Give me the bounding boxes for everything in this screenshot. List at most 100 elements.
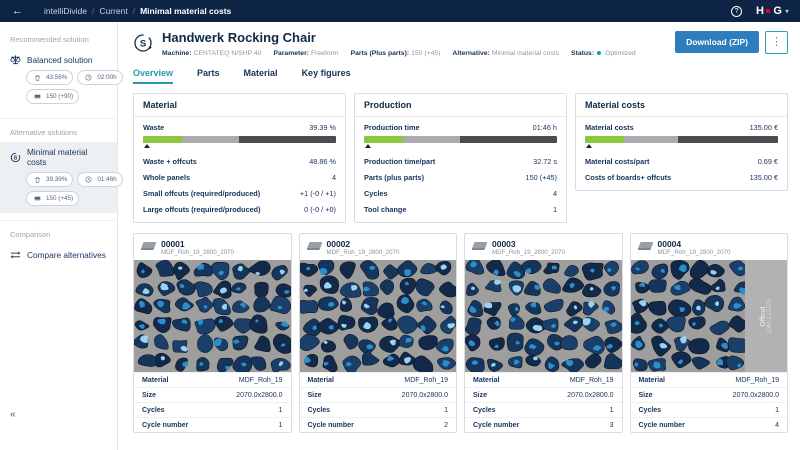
sidebar-collapse-button[interactable]: « <box>10 409 16 420</box>
board-info-table: MaterialMDF_Roh_19Size2070.0x2800.0Cycle… <box>465 372 622 432</box>
kpi-bar-marker-icon <box>586 144 592 148</box>
board-card-titles: 00004MDF_Roh_19_2800_2070 <box>658 239 731 256</box>
table-row: MaterialMDF_Roh_19 <box>465 372 622 387</box>
tab-key-figures[interactable]: Key figures <box>302 68 351 84</box>
kebab-menu-icon[interactable]: ⋮ <box>765 31 788 54</box>
meta-label: Parameter: <box>273 50 309 57</box>
tab-overview[interactable]: Overview <box>133 68 173 84</box>
summary-cards: MaterialWaste39.39 %Waste + offcuts48.86… <box>133 93 788 223</box>
summary-card-production: ProductionProduction time01:46 hProducti… <box>354 93 567 223</box>
board-card-00002[interactable]: 00002MDF_Roh_19_2800_2070 MaterialMDF_Roh… <box>299 233 458 433</box>
homag-logo[interactable]: HG ▾ <box>756 5 788 17</box>
sidebar-item-label: Minimal material costs <box>27 147 107 167</box>
summary-row: Tool change1 <box>364 201 557 217</box>
top-bar: ← intelliDivide/Current/Minimal material… <box>0 0 800 22</box>
kpi-chip-value: 150 (+45) <box>46 195 73 202</box>
sidebar-item-compare-alternatives[interactable]: Compare alternatives <box>0 244 117 267</box>
summary-row-label: Material costs/part <box>585 157 649 166</box>
kpi-chip: 01:46h <box>77 172 122 187</box>
board-info-table: MaterialMDF_Roh_19Size2070.0x2800.0Cycle… <box>134 372 291 432</box>
board-cards: 00001MDF_Roh_19_2800_2070MaterialMDF_Roh… <box>133 233 788 433</box>
board-info-table: MaterialMDF_Roh_19Size2070.0x2800.0Cycle… <box>300 372 457 432</box>
nesting-preview <box>300 260 457 372</box>
kpi-bar <box>364 136 557 147</box>
summary-row-label: Costs of boards+ offcuts <box>585 173 671 182</box>
breadcrumb-item[interactable]: Minimal material costs <box>140 6 231 16</box>
chip-row: 43.56%02:00h <box>26 70 107 85</box>
board-card-00004[interactable]: 00004MDF_Roh_19_2800_2070 Offcut1060.1x20… <box>630 233 789 433</box>
board-card-00001[interactable]: 00001MDF_Roh_19_2800_2070MaterialMDF_Roh… <box>133 233 292 433</box>
job-header: S Handwerk Rocking Chair Machine:CENTATE… <box>133 31 788 57</box>
board-card-header: 00004MDF_Roh_19_2800_2070 <box>631 234 788 260</box>
sidebar-item-balanced-solution[interactable]: Balanced solution43.56%02:00h150 (+90) <box>0 49 117 111</box>
summary-row-value: 135.00 € <box>750 173 778 182</box>
panel-icon <box>141 242 157 250</box>
summary-row-value: 135.00 € <box>750 123 778 132</box>
main-content: S Handwerk Rocking Chair Machine:CENTATE… <box>118 22 800 450</box>
summary-row-value: 4 <box>332 173 336 182</box>
summary-row-label: Production time <box>364 123 420 132</box>
help-icon[interactable]: ? <box>731 6 742 17</box>
summary-row-value: 48.86 % <box>309 157 336 166</box>
summary-card-title: Material costs <box>576 94 787 117</box>
balance-icon <box>10 54 21 65</box>
table-row: MaterialMDF_Roh_19 <box>134 372 291 387</box>
summary-row: Cycles 4 <box>364 185 557 201</box>
sidebar-section-title: Recommended solution <box>0 31 117 49</box>
board-card-00003[interactable]: 00003MDF_Roh_19_2800_2070MaterialMDF_Roh… <box>464 233 623 433</box>
panel-icon <box>32 193 43 204</box>
table-row-value: 1 <box>610 407 614 414</box>
tab-material[interactable]: Material <box>244 68 278 84</box>
tab-parts[interactable]: Parts <box>197 68 220 84</box>
board-info-table: MaterialMDF_Roh_19Size2070.0x2800.0Cycle… <box>631 372 788 432</box>
summary-row-value: 32.72 s <box>533 157 557 166</box>
table-row-label: Cycle number <box>639 422 685 429</box>
solution-kpi-chips: 43.56%02:00h150 (+90) <box>26 70 107 104</box>
table-row: Cycle number1 <box>134 417 291 432</box>
offcut-text: Offcut1060.1x2070 <box>759 299 772 334</box>
table-row-value: 1 <box>775 407 779 414</box>
page-title: Handwerk Rocking Chair <box>162 31 636 46</box>
back-icon[interactable]: ← <box>12 5 26 17</box>
board-id: 00002 <box>327 239 400 249</box>
table-row: Cycles1 <box>134 402 291 417</box>
board-material-name: MDF_Roh_19_2800_2070 <box>658 249 731 256</box>
table-row-value: MDF_Roh_19 <box>404 377 448 384</box>
sidebar-item-head: SMinimal material costs <box>10 147 107 167</box>
table-row-value: MDF_Roh_19 <box>570 377 614 384</box>
table-row: Cycles1 <box>631 402 788 417</box>
board-material-name: MDF_Roh_19_2800_2070 <box>327 249 400 256</box>
cost-cycle-icon: S <box>133 33 153 53</box>
summary-row-label: Whole panels <box>143 173 190 182</box>
meta-item: Parts (Plus parts):150 (+45) <box>351 50 441 57</box>
kpi-bar-segment <box>678 136 778 143</box>
kpi-bar-marker-icon <box>365 144 371 148</box>
summary-card-body: Waste39.39 %Waste + offcuts48.86 %Whole … <box>134 117 345 222</box>
kpi-bar-segment <box>364 136 403 143</box>
meta-value: CENTATEQ N/SHP 40 <box>193 50 261 57</box>
summary-row: Small offcuts (required/produced)+1 (-0 … <box>143 185 336 201</box>
sidebar-item-head: Compare alternatives <box>10 249 107 260</box>
summary-row-label: Cycles <box>364 189 388 198</box>
table-row-label: Cycle number <box>308 422 354 429</box>
kpi-chip-value: 39.39% <box>46 176 67 183</box>
meta-item: Parameter:Freeform <box>273 50 338 57</box>
kpi-chip-value: 01:46h <box>97 176 116 183</box>
summary-row-value: 39.39 % <box>309 123 336 132</box>
table-row-label: Cycles <box>473 407 496 414</box>
summary-row-value: 0.69 € <box>758 157 778 166</box>
summary-card-body: Material costs135.00 €Material costs/par… <box>576 117 787 190</box>
table-row-label: Cycles <box>308 407 331 414</box>
chevron-down-icon: ▾ <box>785 8 788 15</box>
breadcrumb-item[interactable]: Current <box>99 6 127 16</box>
meta-item: Status:Optimized <box>571 50 636 57</box>
topbar-actions: ? HG ▾ <box>731 5 788 17</box>
summary-row-label: Tool change <box>364 205 406 214</box>
table-row-label: Cycle number <box>473 422 519 429</box>
summary-row-value: 4 <box>553 189 557 198</box>
download-zip-button[interactable]: Download (ZIP) <box>675 31 759 53</box>
sidebar-item-minimal-material-costs[interactable]: SMinimal material costs 39.39% 01:46h 150 (… <box>0 142 117 213</box>
table-row: Cycles1 <box>300 402 457 417</box>
summary-row-label: Small offcuts (required/produced) <box>143 189 260 198</box>
breadcrumb-item[interactable]: intelliDivide <box>44 6 87 16</box>
